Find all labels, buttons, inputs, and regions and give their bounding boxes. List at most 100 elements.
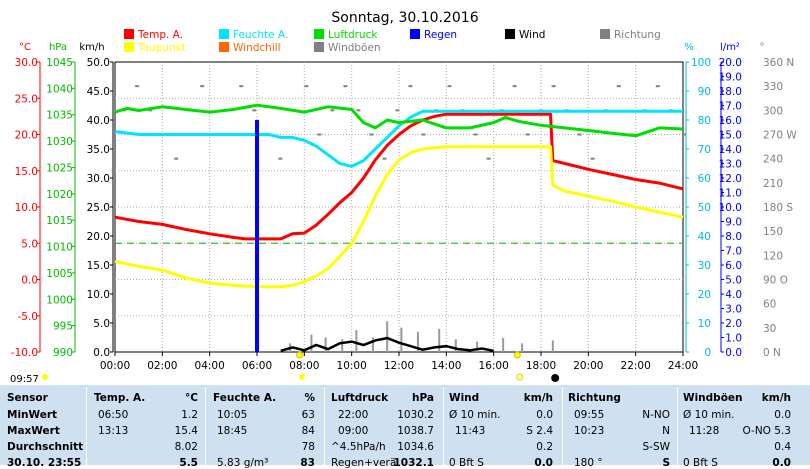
dir-max-value: N [662, 425, 670, 437]
dir-degrees: 180 ° [574, 457, 603, 469]
tick-label-rain: 18.0 [719, 86, 742, 98]
series-taupunkt [114, 145, 684, 289]
legend-label: Luftdruck [328, 29, 378, 41]
tick-label-wind: 35.0 [87, 144, 110, 156]
tick-label-temp: 25.0 [15, 93, 38, 105]
hum-min-value: 63 [301, 409, 315, 421]
tick-label-rain: 9.0 [725, 217, 742, 229]
tick-label-rain: 8.0 [725, 231, 742, 243]
legend-label: Feuchte A. [233, 29, 288, 41]
gust-bft: 0 Bft S [683, 457, 718, 469]
tick-label-rain: 11.0 [719, 188, 742, 200]
tick-label-rain: 12.0 [719, 173, 742, 185]
tick-label-wind: 15.0 [87, 260, 110, 272]
tick-label-press: 1005 [46, 268, 73, 280]
axis-unit-press: hPa [49, 42, 67, 53]
tick-label-dir: 240 [763, 154, 783, 166]
legend-swatch [505, 29, 515, 39]
x-tick-label: 18:00 [526, 360, 556, 372]
tick-label-rain: 14.0 [719, 144, 742, 156]
dir-avg-value: S-SW [642, 441, 670, 453]
tick-label-rain: 2.0 [725, 318, 742, 330]
press-max-value: 1038.7 [397, 425, 434, 437]
tick-label-dir: 0 N [763, 347, 781, 359]
x-tick-label: 16:00 [479, 360, 509, 372]
wind-current-value: 0.0 [534, 457, 553, 469]
legend-swatch [314, 29, 324, 39]
col-gust: Windböen km/h Ø 10 min. 0.0 11:28 O-NO 5… [679, 385, 791, 469]
hum-absolute: 5.83 g/m³ [217, 457, 269, 469]
tick-label-wind: 0.0 [93, 347, 110, 359]
series-luftdruck [114, 103, 684, 138]
legend-label: Temp. A. [137, 29, 183, 41]
sensor-header: Sensor [7, 392, 48, 404]
stats-table: Sensor MinWert MaxWert Durchschnitt 30.1… [0, 385, 810, 469]
tick-label-temp: -10.0 [11, 347, 38, 359]
tick-label-press: 1025 [46, 162, 73, 174]
x-tick-label: 02:00 [147, 360, 177, 372]
temp-unit: °C [185, 392, 198, 404]
sun-indicator [42, 374, 48, 380]
tick-label-dir: 30 [763, 323, 776, 335]
dir-header: Richtung [568, 392, 621, 404]
x-tick-label: 24:00 [668, 360, 698, 372]
tick-label-rain: 15.0 [719, 130, 742, 142]
gust-current-value: 0.0 [772, 457, 791, 469]
temp-current-value: 5.5 [179, 457, 198, 469]
wind-min-value: 0.0 [536, 409, 553, 421]
temp-min-value: 1.2 [181, 409, 198, 421]
press-min-value: 1030.2 [397, 409, 434, 421]
legend-label: Windböen [328, 42, 381, 54]
col-press: Luftdruck hPa 22:00 1030.2 09:00 1038.7 … [326, 385, 442, 469]
tick-label-dir: 120 [763, 250, 783, 262]
plot-area [42, 85, 686, 382]
tick-label-temp: 30.0 [15, 57, 38, 69]
sensor-row-avg: Durchschnitt [7, 441, 84, 453]
col-dir: Richtung 09:55 N-NO 10:23 N S-SW 180 ° S [564, 385, 676, 469]
tick-label-press: 1000 [46, 294, 73, 306]
sun-indicator [516, 373, 524, 381]
axis-unit-temp: °C [19, 42, 31, 53]
col-wind: Wind km/h Ø 10 min. 0.0 11:43 S 2.4 0.2 … [445, 385, 561, 469]
legend-swatch [124, 29, 134, 39]
x-tick-label: 10:00 [337, 360, 367, 372]
tick-label-rain: 3.0 [725, 304, 742, 316]
wind-unit: km/h [523, 392, 553, 404]
tick-label-hum: 90 [698, 86, 711, 98]
wind-max-time: 11:43 [455, 425, 486, 437]
x-tick-label: 12:00 [384, 360, 414, 372]
legend-label: Wind [519, 29, 545, 41]
tick-label-press: 1030 [46, 136, 73, 148]
axes: °C hPa km/h% l/m² ° 30.0 25.0 20.0 15.0 10.0 5.0 0.… [11, 42, 798, 372]
gust-max-time: 11:28 [689, 425, 720, 437]
tick-label-wind: 45.0 [87, 86, 110, 98]
tick-label-wind: 20.0 [87, 231, 110, 243]
x-tick-label: 04:00 [195, 360, 225, 372]
tick-label-rain: 7.0 [725, 246, 742, 258]
gust-min-label: Ø 10 min. [683, 409, 735, 421]
temp-max-time: 13:13 [98, 425, 129, 437]
tick-label-temp: 15.0 [15, 166, 38, 178]
tick-label-wind: 30.0 [87, 173, 110, 185]
legend-label: Richtung [614, 29, 661, 41]
tick-label-hum: 50 [698, 202, 711, 214]
tick-label-dir: 300 [763, 105, 783, 117]
x-tick-label: 00:00 [100, 360, 130, 372]
temp-header: Temp. A. [94, 392, 146, 404]
x-tick-label: 14:00 [431, 360, 461, 372]
tick-label-wind: 25.0 [87, 202, 110, 214]
temp-avg-value: 8.02 [174, 441, 198, 453]
hum-current-value: 83 [300, 457, 315, 469]
tick-label-hum: 100 [691, 57, 711, 69]
legend-label: Windchill [233, 42, 281, 54]
tick-label-rain: 17.0 [719, 101, 742, 113]
tick-label-wind: 10.0 [87, 289, 110, 301]
col-temp: Temp. A. °C 06:50 1.2 13:13 15.4 8.02 5.… [88, 385, 204, 469]
tick-label-press: 1010 [46, 242, 73, 254]
tick-label-rain: 0.0 [725, 347, 742, 359]
tick-label-dir: 210 [763, 178, 783, 190]
tick-label-hum: 80 [698, 115, 711, 127]
sensor-row-min: MinWert [7, 409, 58, 421]
tick-label-rain: 19.0 [719, 72, 742, 84]
series-feuchte-a [114, 109, 683, 168]
